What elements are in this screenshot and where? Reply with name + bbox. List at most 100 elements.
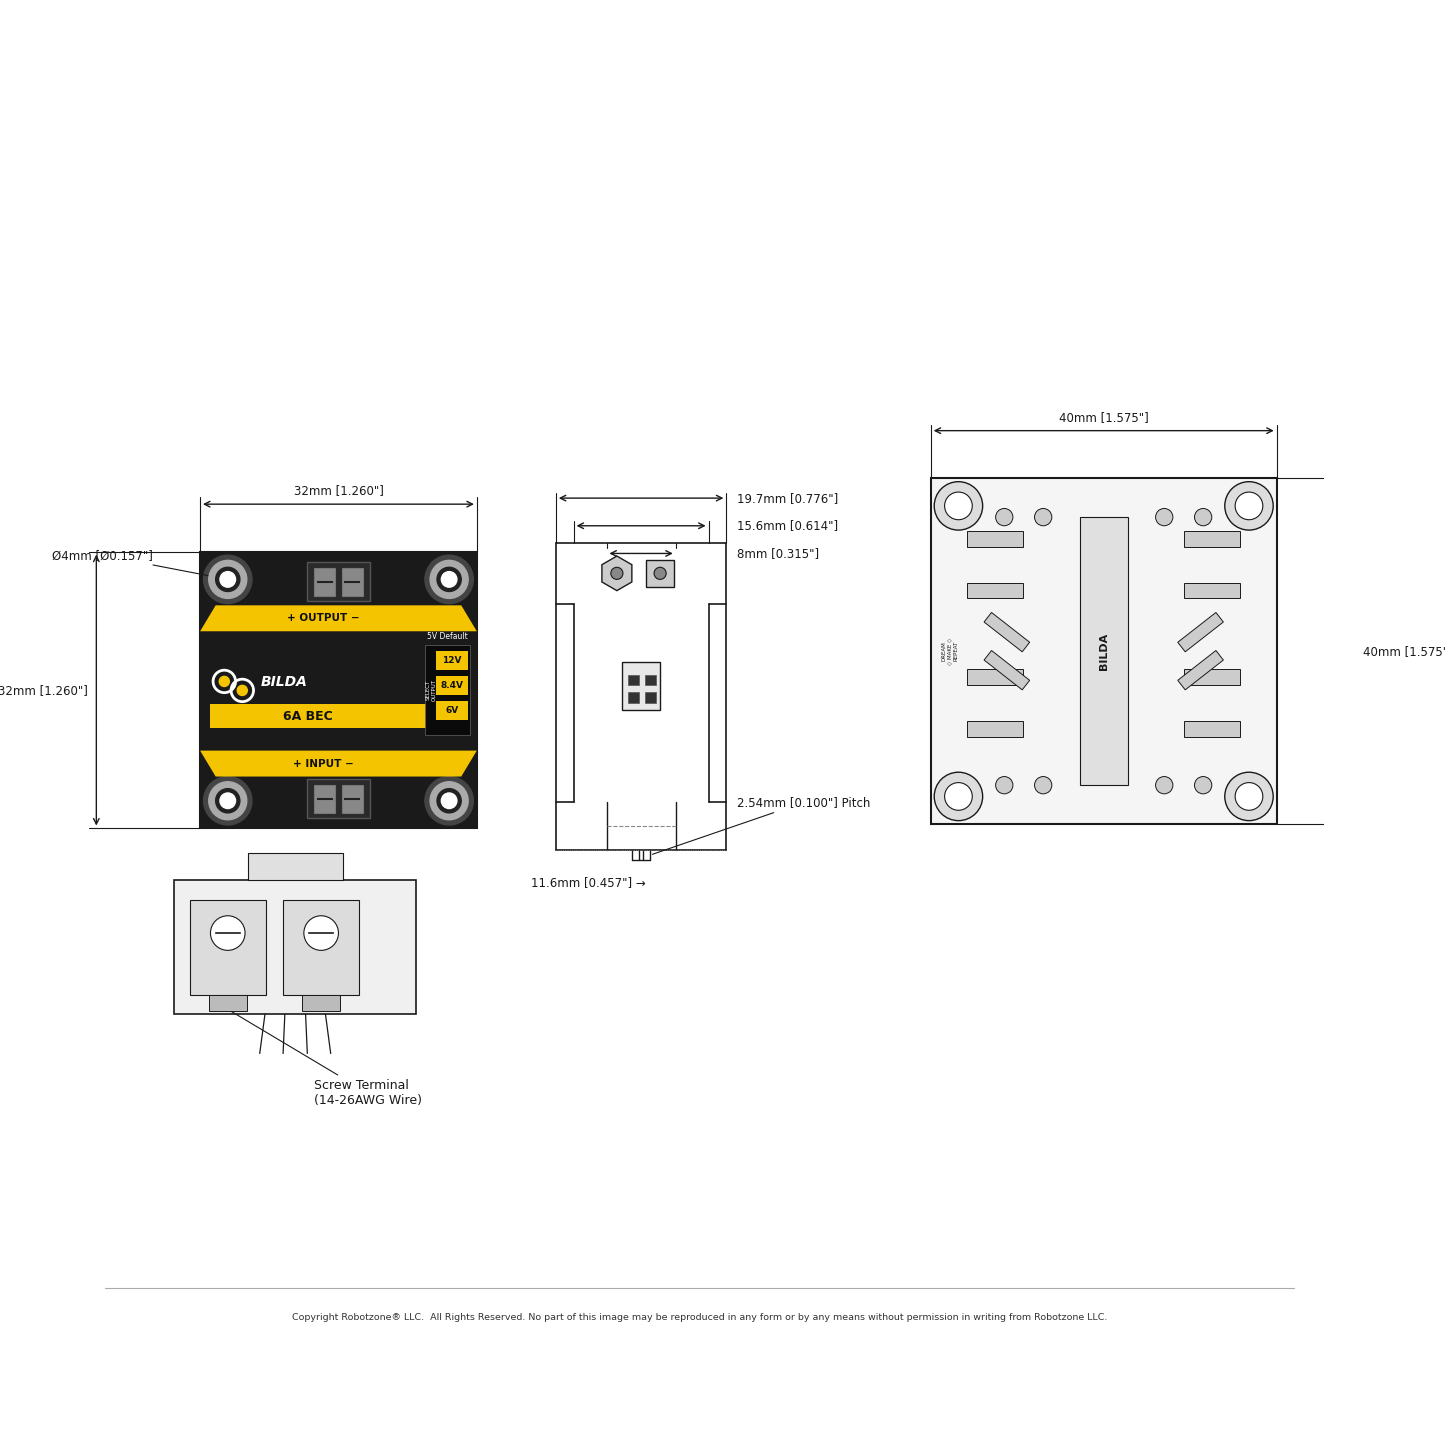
Text: 12V: 12V	[442, 656, 462, 665]
Circle shape	[204, 555, 251, 604]
Text: DREAM
◇ MAKE ◇
REPEAT: DREAM ◇ MAKE ◇ REPEAT	[942, 637, 958, 665]
Circle shape	[611, 568, 623, 579]
Circle shape	[441, 793, 457, 809]
Bar	[436, 676, 468, 695]
Text: 5V Default: 5V Default	[428, 631, 468, 640]
Circle shape	[441, 572, 457, 587]
Circle shape	[655, 568, 666, 579]
Circle shape	[1195, 776, 1212, 793]
Bar	[967, 582, 1023, 598]
Bar	[208, 996, 247, 1011]
Text: + INPUT −: + INPUT −	[292, 759, 353, 769]
Bar	[646, 675, 656, 685]
Circle shape	[1156, 776, 1173, 793]
Bar	[1178, 650, 1224, 689]
Bar	[436, 652, 468, 670]
Bar	[425, 644, 470, 736]
Polygon shape	[199, 605, 477, 631]
Circle shape	[935, 481, 983, 530]
Bar	[308, 779, 370, 818]
Bar	[967, 669, 1023, 685]
Bar	[629, 692, 639, 702]
Bar	[621, 662, 660, 709]
Circle shape	[431, 782, 468, 819]
Bar	[646, 692, 656, 702]
Text: BILDA: BILDA	[1098, 633, 1108, 670]
Text: 6V: 6V	[445, 707, 458, 715]
Circle shape	[996, 776, 1013, 793]
Bar	[1079, 517, 1129, 785]
Text: Ø4mm [Ø0.157"]: Ø4mm [Ø0.157"]	[52, 549, 225, 579]
Text: 6A BEC: 6A BEC	[283, 709, 332, 722]
Circle shape	[237, 685, 247, 695]
Text: BILDA: BILDA	[260, 675, 308, 689]
Bar	[984, 650, 1030, 689]
Bar	[189, 900, 266, 996]
Circle shape	[208, 561, 247, 598]
Bar	[436, 701, 468, 721]
Bar	[175, 880, 416, 1014]
Circle shape	[1235, 783, 1263, 811]
Bar	[1183, 582, 1240, 598]
Circle shape	[1195, 509, 1212, 526]
Bar	[247, 853, 342, 880]
Bar	[931, 478, 1276, 824]
Text: 11.6mm [0.457"] →: 11.6mm [0.457"] →	[530, 877, 646, 890]
Polygon shape	[199, 750, 477, 776]
Bar	[342, 785, 363, 814]
Circle shape	[935, 772, 983, 821]
Polygon shape	[603, 556, 631, 591]
Circle shape	[204, 776, 251, 825]
Circle shape	[215, 568, 240, 591]
Circle shape	[436, 789, 461, 814]
Bar	[984, 613, 1030, 652]
Text: 8.4V: 8.4V	[441, 681, 464, 691]
Circle shape	[1235, 493, 1263, 520]
Bar	[1178, 613, 1224, 652]
Circle shape	[208, 782, 247, 819]
Text: 40mm [1.575"]: 40mm [1.575"]	[1059, 410, 1149, 423]
Bar	[302, 996, 340, 1011]
Circle shape	[425, 555, 474, 604]
Circle shape	[996, 509, 1013, 526]
Text: 32mm [1.260"]: 32mm [1.260"]	[293, 484, 383, 497]
Circle shape	[431, 561, 468, 598]
Bar	[1183, 530, 1240, 546]
Circle shape	[220, 793, 236, 809]
Bar	[308, 562, 370, 601]
Circle shape	[1225, 481, 1273, 530]
Circle shape	[425, 776, 474, 825]
Circle shape	[1035, 509, 1052, 526]
Text: 40mm [1.575"]: 40mm [1.575"]	[1363, 644, 1445, 657]
Bar	[283, 900, 360, 996]
Text: 32mm [1.260"]: 32mm [1.260"]	[0, 683, 88, 696]
Text: Screw Terminal
(14-26AWG Wire): Screw Terminal (14-26AWG Wire)	[224, 1007, 422, 1107]
Bar	[1183, 721, 1240, 737]
Circle shape	[303, 916, 338, 951]
Circle shape	[215, 789, 240, 814]
Circle shape	[220, 676, 230, 686]
Bar	[314, 568, 335, 595]
Bar	[314, 785, 335, 814]
Bar	[967, 530, 1023, 546]
Bar	[342, 568, 363, 595]
Text: + OUTPUT −: + OUTPUT −	[286, 613, 360, 623]
Circle shape	[1156, 509, 1173, 526]
Circle shape	[211, 916, 246, 951]
Bar	[646, 559, 673, 587]
Text: 15.6mm [0.614"]: 15.6mm [0.614"]	[737, 519, 838, 532]
Polygon shape	[211, 704, 429, 728]
Bar	[1183, 669, 1240, 685]
Circle shape	[945, 783, 972, 811]
Text: 8mm [0.315"]: 8mm [0.315"]	[737, 548, 819, 561]
Circle shape	[1035, 776, 1052, 793]
Circle shape	[220, 572, 236, 587]
Text: 2.54mm [0.100"] Pitch: 2.54mm [0.100"] Pitch	[652, 796, 870, 854]
Circle shape	[436, 568, 461, 591]
Text: SELECT
OUTPUT: SELECT OUTPUT	[426, 679, 436, 701]
Bar	[629, 675, 639, 685]
Bar	[967, 721, 1023, 737]
Bar	[199, 552, 477, 828]
Circle shape	[1225, 772, 1273, 821]
Text: 19.7mm [0.776"]: 19.7mm [0.776"]	[737, 491, 838, 504]
